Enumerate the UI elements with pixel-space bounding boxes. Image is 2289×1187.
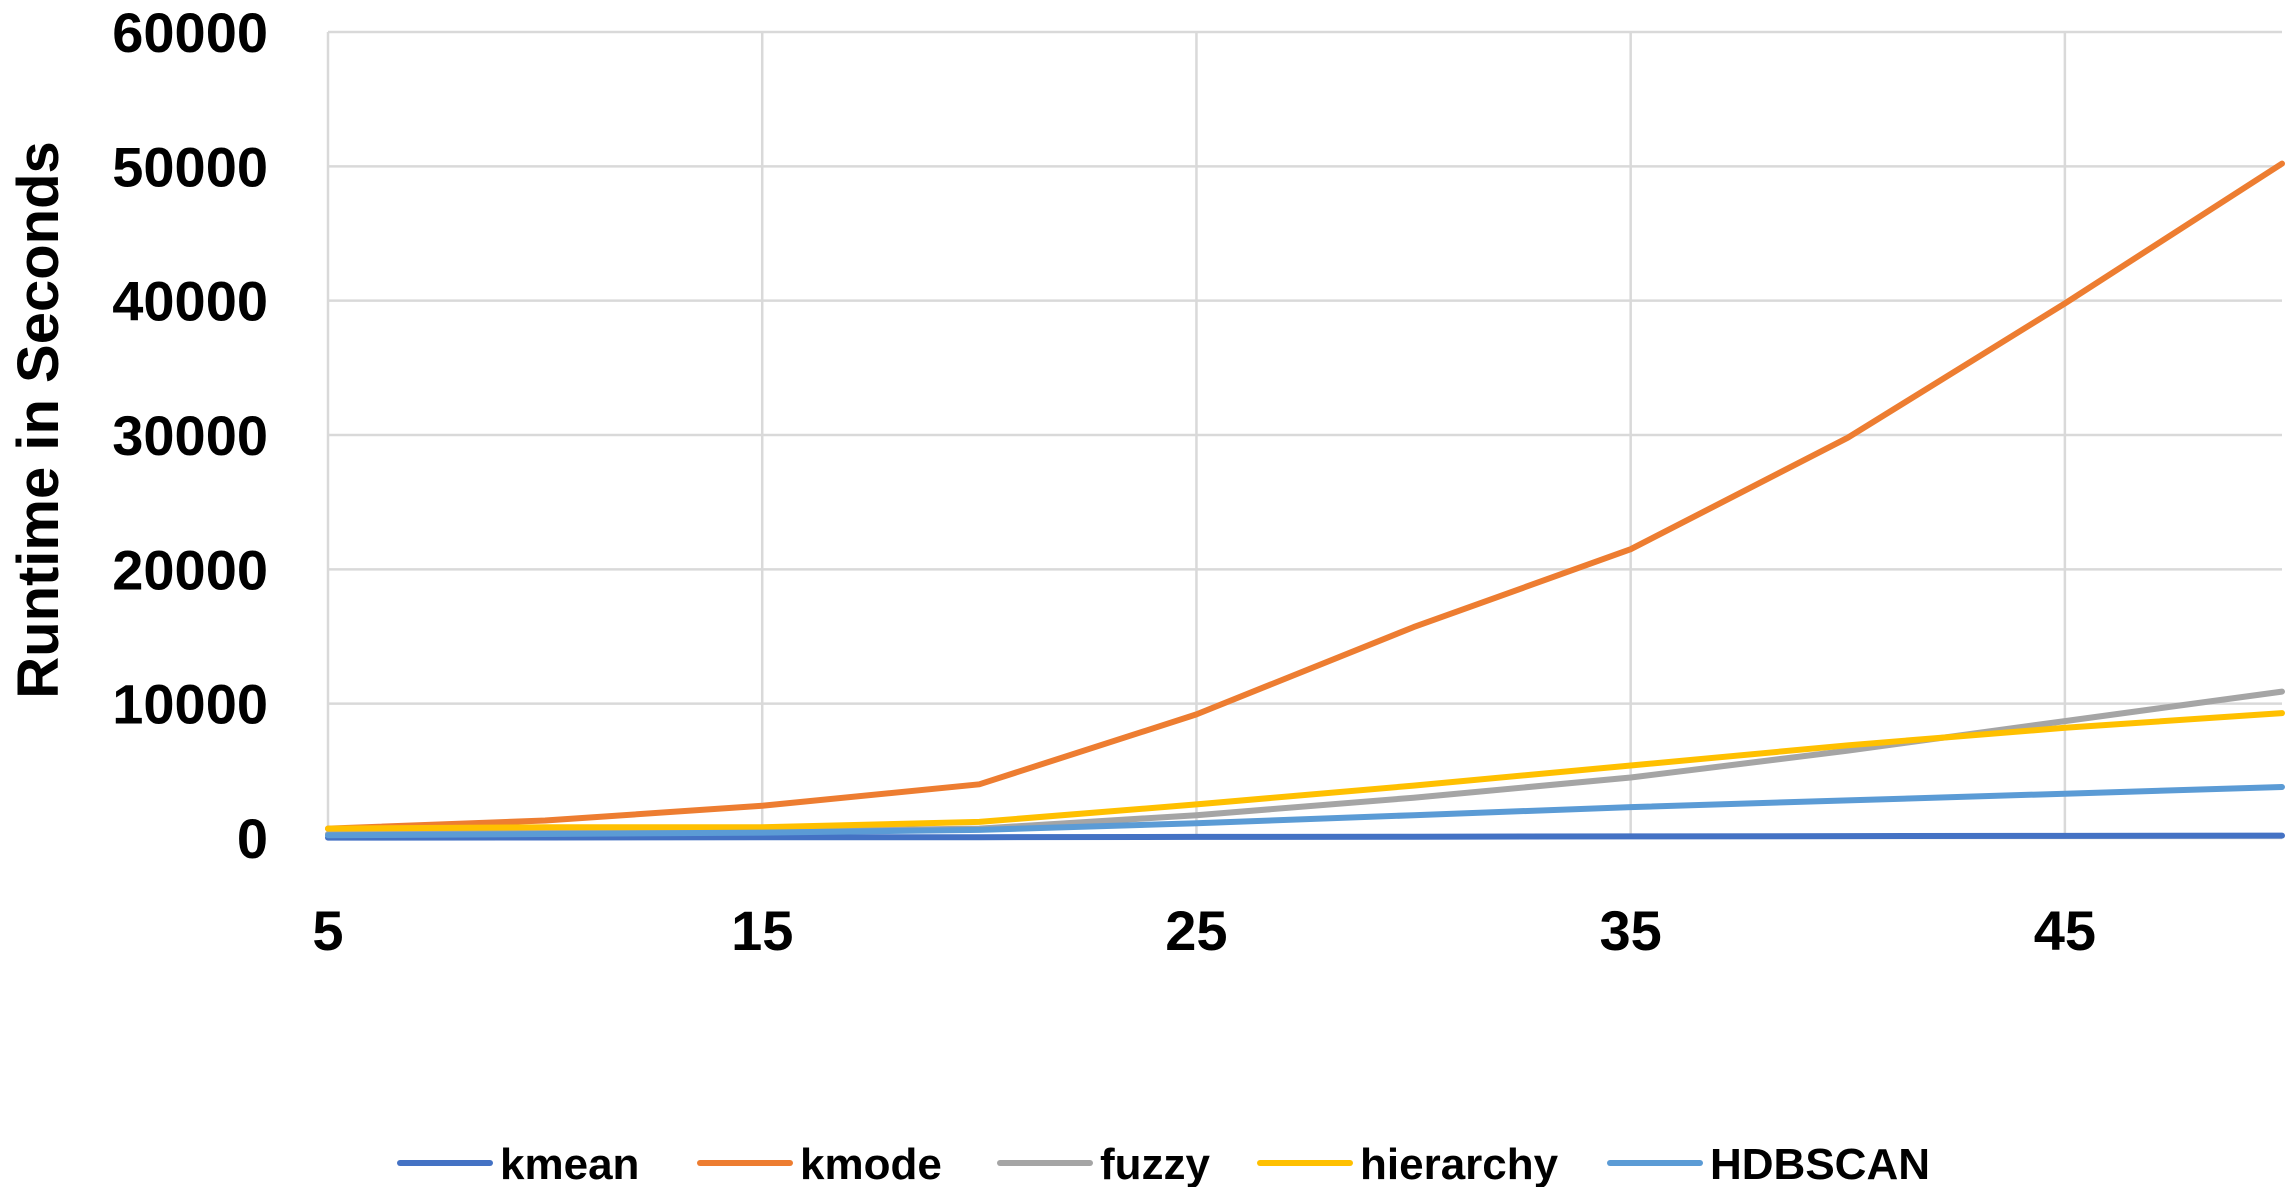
y-tick-label: 20000 [112, 538, 268, 601]
x-axis-ticks: 5 15 25 35 45 [312, 899, 2096, 962]
x-tick-label: 45 [2034, 899, 2096, 962]
series-line-hierarchy [325, 710, 2285, 832]
series-line-hdbscan [325, 784, 2285, 839]
y-tick-label: 40000 [112, 270, 268, 333]
legend-label-hdbscan: HDBSCAN [1710, 1140, 1930, 1187]
y-tick-label: 50000 [112, 135, 268, 198]
legend-label-kmean: kmean [500, 1140, 639, 1187]
x-tick-label: 15 [731, 899, 793, 962]
grid [326, 30, 2282, 840]
series-line-kmean [325, 832, 2285, 841]
series-lines [325, 160, 2285, 841]
y-tick-label: 30000 [112, 404, 268, 467]
legend-label-hierarchy: hierarchy [1360, 1140, 1559, 1187]
x-tick-label: 35 [1600, 899, 1662, 962]
y-axis-title: Runtime in Seconds [6, 141, 71, 699]
y-tick-label: 10000 [112, 673, 268, 736]
y-tick-label: 0 [237, 807, 268, 870]
series-line-kmode [325, 160, 2285, 832]
legend-label-kmode: kmode [800, 1140, 942, 1187]
y-tick-label: 60000 [112, 1, 268, 64]
x-tick-label: 25 [1165, 899, 1227, 962]
y-axis-ticks: 0 10000 20000 30000 40000 50000 60000 [112, 1, 268, 870]
legend-label-fuzzy: fuzzy [1100, 1140, 1211, 1187]
legend: kmean kmode fuzzy hierarchy HDBSCAN [397, 1140, 1930, 1187]
x-tick-label: 5 [312, 899, 343, 962]
